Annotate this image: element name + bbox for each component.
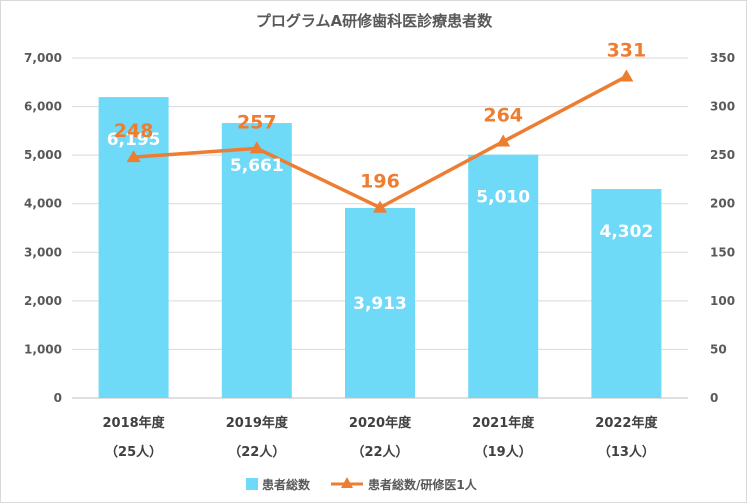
- x-category-sublabel: （13人）: [598, 444, 655, 460]
- y-left-tick-label: 0: [54, 391, 62, 405]
- x-category-label: 2021年度: [472, 415, 535, 431]
- bar-value-label: 3,913: [353, 294, 407, 314]
- bar: [345, 207, 415, 398]
- line-value-label: 264: [483, 105, 523, 127]
- x-category-sublabel: （25人）: [105, 444, 162, 460]
- line-marker: [249, 141, 264, 154]
- y-left-tick-label: 7,000: [24, 51, 62, 65]
- line-value-label: 196: [360, 171, 400, 193]
- line-marker: [619, 69, 634, 82]
- y-left-tick-label: 3,000: [24, 245, 62, 259]
- y-right-tick-label: 300: [710, 100, 735, 114]
- data-labels: 6,195 5,661 3,913 5,010 4,302 248 257 196 264 331: [107, 39, 654, 314]
- legend-label-bars: 患者総数: [262, 477, 311, 492]
- y-right-tick-label: 150: [710, 245, 735, 259]
- legend-label-line: 患者総数/研修医1人: [368, 477, 478, 492]
- bar-series: [98, 97, 662, 398]
- y-right-tick-label: 350: [710, 51, 735, 65]
- x-category-label: 2020年度: [349, 415, 412, 431]
- bar-value-label: 5,661: [230, 156, 284, 176]
- chart-title: プログラムA研修歯科医診療患者数: [256, 12, 493, 30]
- y-left-tick-label: 4,000: [24, 197, 62, 211]
- bar-value-label: 4,302: [600, 222, 654, 242]
- y-left-tick-label: 6,000: [24, 100, 62, 114]
- y-right-tick-label: 200: [710, 197, 735, 211]
- line-marker: [126, 150, 141, 163]
- y-right-tick-label: 0: [710, 391, 718, 405]
- bar: [221, 123, 292, 398]
- legend-swatch-marker: [341, 477, 353, 488]
- bar: [98, 97, 169, 398]
- axes: 0 1,000 2,000 3,000 4,000 5,000 6,000 7,000 0 50 1…: [24, 51, 735, 460]
- y-right-tick-label: 50: [710, 342, 727, 356]
- y-left-tick-label: 1,000: [24, 342, 62, 356]
- line-value-label: 257: [237, 111, 277, 133]
- x-category-sublabel: （19人）: [475, 444, 532, 460]
- y-right-tick-label: 250: [710, 148, 735, 162]
- bar-value-label: 5,010: [476, 188, 530, 208]
- line-series: [126, 69, 634, 213]
- line-marker: [496, 134, 511, 147]
- y-right-tick-label: 100: [710, 294, 735, 308]
- x-category-sublabel: （22人）: [351, 444, 408, 460]
- x-category-label: 2018年度: [103, 415, 166, 431]
- line-value-label: 331: [607, 39, 647, 61]
- x-category-sublabel: （22人）: [228, 444, 285, 460]
- x-category-label: 2019年度: [226, 415, 289, 431]
- legend[interactable]: 患者総数 患者総数/研修医1人: [246, 477, 478, 492]
- line-value-label: 248: [114, 120, 154, 142]
- y-left-tick-label: 5,000: [24, 148, 62, 162]
- x-category-label: 2022年度: [595, 415, 658, 431]
- bar: [591, 189, 662, 398]
- bar: [468, 154, 539, 398]
- y-left-tick-label: 2,000: [24, 294, 62, 308]
- legend-swatch-bars: [246, 478, 258, 490]
- line-marker: [373, 200, 387, 213]
- bar-value-label: 6,195: [107, 130, 161, 150]
